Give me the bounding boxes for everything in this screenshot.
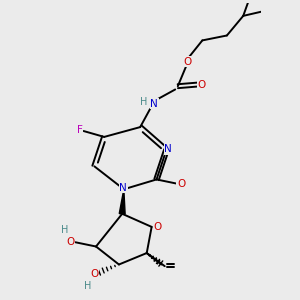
Polygon shape	[119, 189, 125, 214]
Text: O: O	[197, 80, 206, 90]
Text: H: H	[61, 225, 68, 235]
Text: O: O	[67, 237, 75, 247]
Text: O: O	[153, 222, 162, 232]
Text: O: O	[91, 269, 99, 279]
Text: O: O	[177, 179, 185, 189]
Text: F: F	[77, 125, 82, 135]
Text: N: N	[164, 144, 172, 154]
Text: N: N	[150, 98, 158, 109]
Text: N: N	[119, 183, 127, 193]
Text: O: O	[184, 57, 192, 67]
Text: H: H	[85, 281, 92, 291]
Text: H: H	[140, 97, 147, 106]
